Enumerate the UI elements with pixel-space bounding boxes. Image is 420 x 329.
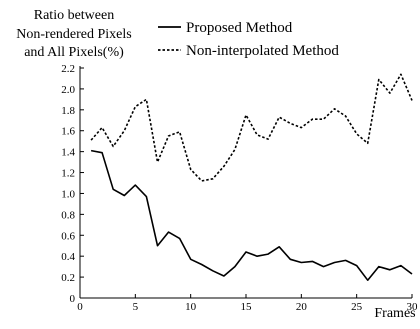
y-tick-label: 2.2 [61, 63, 75, 75]
y-tick-label: 1.0 [61, 188, 75, 200]
ticks: 0 0.2 0.4 0.6 0.8 1.0 1.2 1.4 1.6 1.8 2.0 2.2 0 5 10 15… [61, 63, 418, 313]
series [90, 73, 413, 282]
x-tick-label: 20 [296, 301, 308, 313]
y-tick-label: 0.6 [61, 230, 75, 242]
y-tick-label: 0.2 [61, 272, 75, 284]
x-tick-label: 25 [351, 301, 363, 313]
x-axis-label: Frames [374, 306, 415, 321]
series-line-non-interpolated [90, 73, 413, 182]
y-tick-label: 1.6 [61, 126, 75, 138]
y-axis-label: Ratio between Non-rendered Pixels and All … [16, 8, 131, 60]
y-tick-label: 0.8 [61, 209, 75, 221]
x-tick-label: 0 [77, 301, 83, 313]
x-tick-label: 5 [133, 301, 139, 313]
y-tick-label: 1.2 [61, 168, 75, 180]
legend-label: Non-interpolated Method [186, 43, 339, 59]
axes [79, 66, 412, 299]
y-tick-label: 1.4 [61, 147, 75, 159]
y-axis-label-line: Non-rendered Pixels [16, 27, 131, 42]
y-tick-label: 1.8 [61, 105, 75, 117]
x-tick-label: 30 [407, 301, 419, 313]
y-tick-label: 0 [70, 293, 76, 305]
legend: Proposed Method Non-interpolated Method [158, 20, 339, 59]
x-tick-label: 15 [241, 301, 253, 313]
y-axis-label-line: and All Pixels(%) [24, 45, 124, 60]
legend-label: Proposed Method [186, 20, 293, 36]
series-line-proposed [90, 149, 413, 282]
y-axis-label-line: Ratio between [34, 8, 114, 23]
x-tick-label: 10 [185, 301, 197, 313]
y-tick-label: 0.4 [61, 251, 75, 263]
y-tick-label: 2.0 [61, 84, 75, 96]
